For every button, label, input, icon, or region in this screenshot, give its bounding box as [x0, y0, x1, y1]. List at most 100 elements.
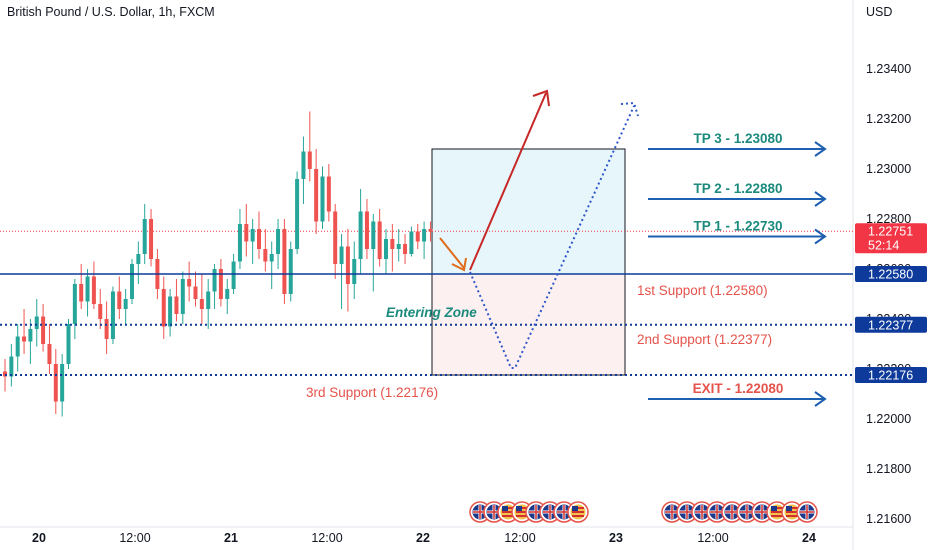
flag-canton	[771, 506, 777, 511]
candle-body	[371, 221, 376, 249]
candle-body	[276, 229, 281, 254]
candle-body	[314, 169, 319, 222]
flag-stripe	[572, 515, 584, 517]
target-arrow-head	[814, 191, 827, 207]
candle-body	[130, 264, 134, 299]
support-price-tag-text: 1.22176	[868, 369, 913, 383]
candle-body	[352, 259, 357, 284]
x-tick-label: 12:00	[311, 531, 342, 545]
candle-body	[91, 276, 96, 304]
chart-title: British Pound / U.S. Dollar, 1h, FXCM	[7, 5, 215, 19]
current-price-tag	[855, 223, 927, 254]
candle-body	[301, 151, 306, 179]
candle-body	[415, 231, 420, 242]
candle-body	[225, 289, 230, 299]
y-tick-label: 1.21600	[866, 512, 911, 526]
candle-body	[161, 289, 166, 327]
bullish-arrow-line	[469, 92, 547, 271]
candle-body	[187, 279, 192, 287]
support-price-tag	[855, 316, 927, 333]
candle-body	[288, 249, 293, 294]
flag-stripe	[786, 515, 798, 517]
support-label: 3rd Support (1.22176)	[306, 385, 438, 400]
candle-body	[295, 179, 300, 249]
candle-body	[149, 219, 154, 259]
candle-body	[53, 364, 58, 402]
us-flag-icon	[567, 501, 589, 523]
x-tick-label: 21	[224, 531, 238, 545]
candle-body	[199, 299, 204, 309]
target-arrow-head	[814, 228, 827, 245]
currency-label: USD	[866, 5, 893, 19]
candle-body	[72, 284, 77, 324]
support-label: 2nd Support (1.22377)	[637, 332, 772, 347]
support-price-tag-text: 1.22377	[868, 318, 913, 332]
y-tick-label: 1.23000	[866, 162, 911, 176]
candle-body	[320, 176, 325, 222]
candle-body	[212, 269, 217, 292]
x-tick-label: 12:00	[504, 531, 535, 545]
target-label: EXIT - 1.22080	[693, 381, 784, 396]
candle-body	[34, 316, 39, 329]
flag-canton	[516, 506, 522, 511]
candle-body	[390, 239, 395, 249]
x-tick-label: 12:00	[119, 531, 150, 545]
candle-body	[47, 344, 52, 364]
candle-body	[422, 229, 427, 242]
entry-arrow-head	[451, 257, 467, 272]
support-label: 1st Support (1.22580)	[637, 283, 768, 298]
target-label: TP 1 - 1.22730	[693, 219, 782, 234]
candle-body	[117, 291, 122, 309]
projection-path	[469, 105, 635, 369]
flag-stripe	[502, 515, 514, 517]
candle-body	[231, 261, 236, 289]
target-zone-box	[431, 148, 626, 275]
candle-body	[136, 254, 141, 264]
candle-body	[428, 229, 433, 232]
candle-body	[104, 319, 109, 339]
flag-stripe	[786, 511, 798, 513]
current-price-value: 1.22751	[868, 224, 913, 238]
candle-body	[180, 279, 185, 314]
candle-body	[377, 221, 382, 259]
target-label: TP 2 - 1.22880	[693, 181, 782, 196]
candle-body	[244, 224, 249, 242]
candle-body	[345, 246, 350, 284]
candle-body	[85, 276, 90, 302]
candle-body	[79, 284, 84, 302]
candle-body	[15, 336, 20, 357]
x-tick-label: 12:00	[697, 531, 728, 545]
candle-body	[237, 224, 242, 262]
candle-body	[409, 231, 414, 254]
uk-flag-icon	[676, 501, 698, 523]
candle-body	[257, 229, 261, 249]
support-price-tag-text: 1.22580	[868, 268, 913, 282]
candle-body	[142, 219, 147, 254]
candle-body	[123, 299, 128, 309]
flag-stripe	[502, 511, 514, 513]
flag-stripe	[572, 511, 584, 513]
candle-body	[168, 296, 173, 327]
zone-label: Entering Zone	[386, 305, 477, 320]
candle-body	[193, 286, 198, 299]
x-tick-label: 24	[802, 531, 816, 545]
uk-flag-icon	[796, 501, 818, 523]
candle-body	[333, 211, 338, 264]
flag-stripe	[516, 515, 528, 517]
candle-body	[263, 249, 268, 262]
target-label: TP 3 - 1.23080	[693, 131, 782, 146]
x-tick-label: 20	[32, 531, 46, 545]
candle-body	[282, 229, 287, 294]
entry-zone-box	[431, 273, 626, 376]
candle-body	[98, 304, 103, 319]
candle-body	[28, 329, 33, 342]
x-tick-label: 22	[416, 531, 430, 545]
flag-stripe	[516, 511, 528, 513]
flag-canton	[572, 506, 578, 511]
candle-body	[307, 151, 312, 169]
y-tick-label: 1.23200	[866, 112, 911, 126]
entry-arrow-line	[439, 237, 465, 269]
candle-body	[174, 296, 179, 314]
candle-body	[339, 246, 344, 264]
